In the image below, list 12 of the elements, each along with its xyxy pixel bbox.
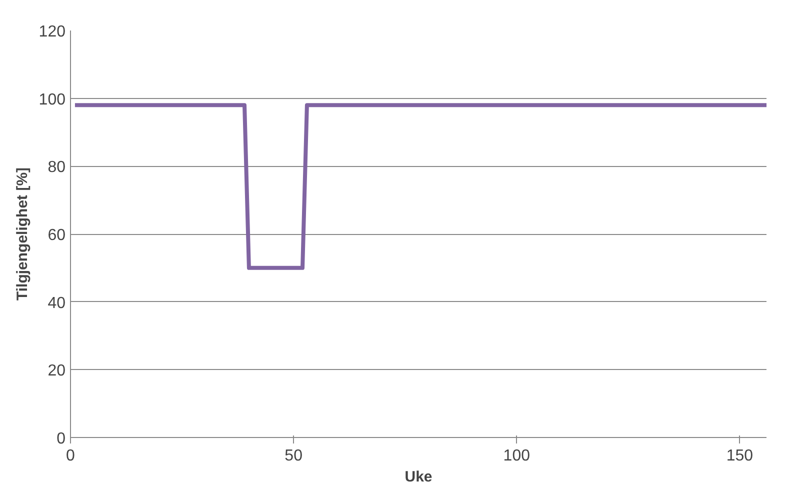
y-tick-label: 120 (38, 24, 66, 40)
y-tick-label: 0 (56, 430, 66, 448)
y-axis-title: Tilgjengelighet [%] (14, 167, 31, 301)
x-tick-label: 100 (503, 448, 530, 464)
y-tick-label: 80 (48, 159, 66, 176)
x-tick-label: 150 (726, 448, 754, 464)
x-tick-label: 50 (284, 448, 303, 464)
y-tick-label: 60 (48, 227, 66, 244)
x-axis-title: Uke (404, 468, 432, 486)
y-tick-label: 20 (48, 362, 66, 380)
y-tick-label: 100 (38, 91, 66, 108)
y-tick-label: 40 (48, 294, 66, 312)
